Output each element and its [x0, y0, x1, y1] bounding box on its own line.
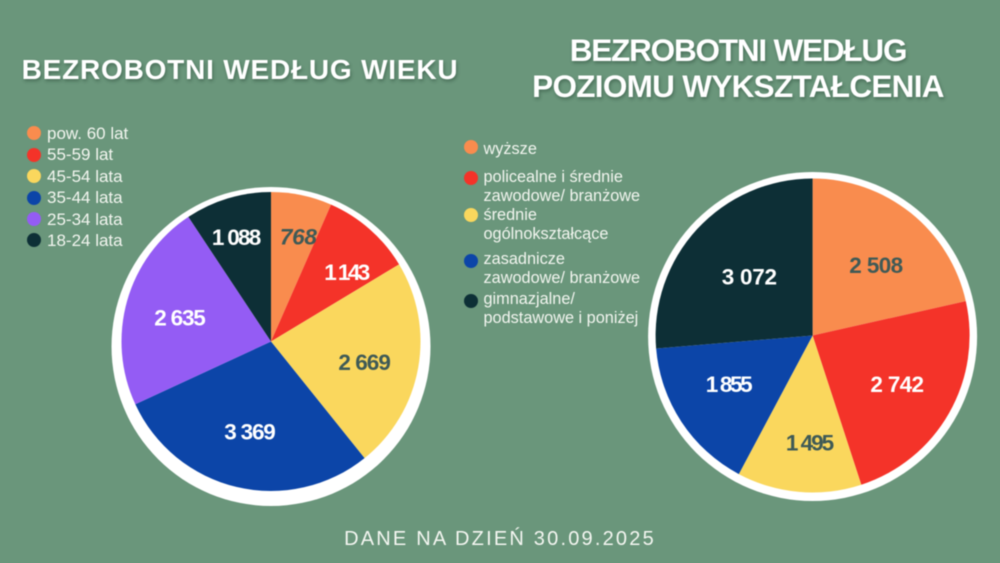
svg-text:2 669: 2 669	[338, 350, 391, 375]
svg-text:2 508: 2 508	[849, 253, 903, 278]
svg-text:3 369: 3 369	[224, 420, 276, 445]
svg-text:2 742: 2 742	[870, 372, 924, 397]
svg-text:1 495: 1 495	[786, 430, 834, 455]
svg-text:2 635: 2 635	[154, 305, 206, 330]
svg-text:3 072: 3 072	[722, 264, 777, 289]
svg-text:1 855: 1 855	[706, 372, 753, 397]
svg-text:768: 768	[280, 225, 317, 250]
svg-text:1 143: 1 143	[324, 260, 370, 285]
svg-text:1 088: 1 088	[212, 225, 261, 250]
